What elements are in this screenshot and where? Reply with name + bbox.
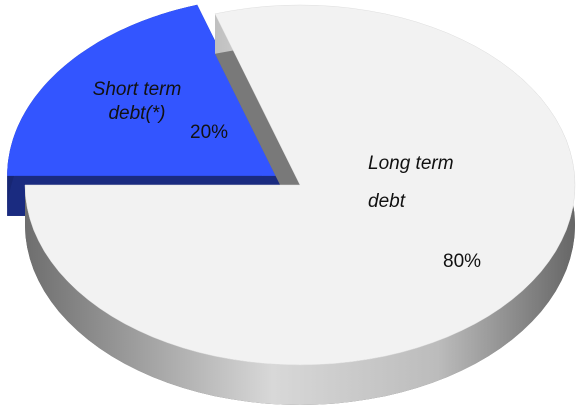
slice-label: Short term debt(*) <box>92 79 182 124</box>
value-label: 20% <box>190 122 229 143</box>
pie-slice <box>7 4 283 176</box>
slice-face <box>215 13 300 225</box>
value-label: 80% <box>443 251 482 272</box>
slice-label: Long term debt <box>368 153 454 212</box>
pie-slice <box>24 4 576 366</box>
